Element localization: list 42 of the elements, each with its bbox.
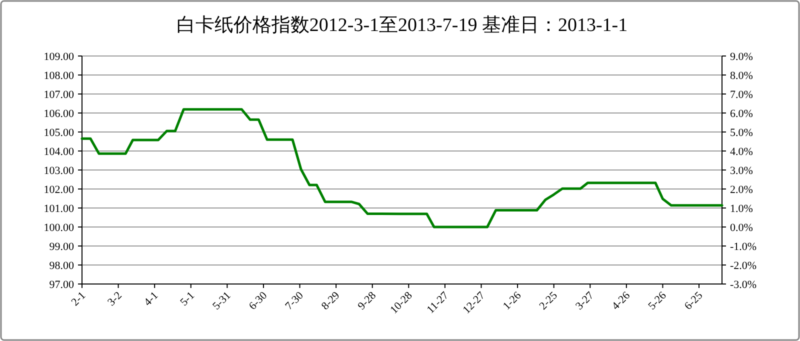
y2-tick-label: 1.0%: [730, 203, 753, 215]
x-tick-label: 6-25: [682, 289, 706, 312]
x-tick-label: 2-25: [537, 289, 560, 312]
x-tick-label: 5-1: [178, 290, 198, 308]
x-tick-label: 8-29: [319, 289, 343, 312]
y2-tick-label: 4.0%: [730, 146, 753, 158]
y-tick-label: 102.00: [44, 184, 74, 196]
line-series: [80, 108, 724, 228]
y-tick-label: 104.00: [44, 146, 74, 158]
y2-tick-label: -3.0%: [730, 279, 757, 291]
y-tick-label: 109.00: [44, 51, 74, 63]
y2-tick-label: 9.0%: [730, 51, 753, 63]
y2-tick-label: 8.0%: [730, 70, 753, 82]
x-tick-label: 3-2: [106, 290, 124, 308]
x-tick-label: 5-31: [210, 290, 234, 312]
x-tick-label: 6-30: [246, 289, 270, 312]
y2-tick-label: 3.0%: [730, 165, 753, 177]
x-tick-label: 9-28: [356, 289, 379, 312]
x-tick-label: 2-1: [69, 290, 88, 308]
y-tick-label: 106.00: [44, 108, 74, 120]
y-tick-label: 105.00: [44, 127, 74, 139]
x-tick-label: 4-26: [610, 289, 633, 312]
y-tick-label: 98.00: [49, 260, 74, 272]
y-tick-label: 107.00: [44, 89, 74, 101]
y-tick-label: 97.00: [49, 279, 74, 291]
y2-tick-label: -2.0%: [730, 260, 757, 272]
y2-tick-label: 5.0%: [730, 127, 753, 139]
y-tick-label: 99.00: [49, 241, 74, 253]
x-tick-label: 4-1: [142, 290, 161, 308]
y2-tick-label: 7.0%: [730, 89, 753, 101]
y-tick-label: 100.00: [44, 222, 74, 234]
y-tick-label: 108.00: [44, 70, 74, 82]
x-tick-label: 1-26: [500, 289, 524, 312]
y2-tick-label: 0.0%: [730, 222, 753, 234]
x-tick-label: 7-30: [283, 289, 306, 312]
y-tick-label: 103.00: [44, 165, 74, 177]
y2-tick-label: 6.0%: [730, 108, 753, 120]
chart-title: 白卡纸价格指数2012-3-1至2013-7-19 基准日：2013-1-1: [176, 15, 628, 36]
x-tick-label: 5-26: [646, 289, 670, 312]
y2-tick-label: 2.0%: [730, 184, 753, 196]
y-tick-label: 101.00: [44, 203, 74, 215]
y2-tick-label: -1.0%: [730, 241, 757, 253]
